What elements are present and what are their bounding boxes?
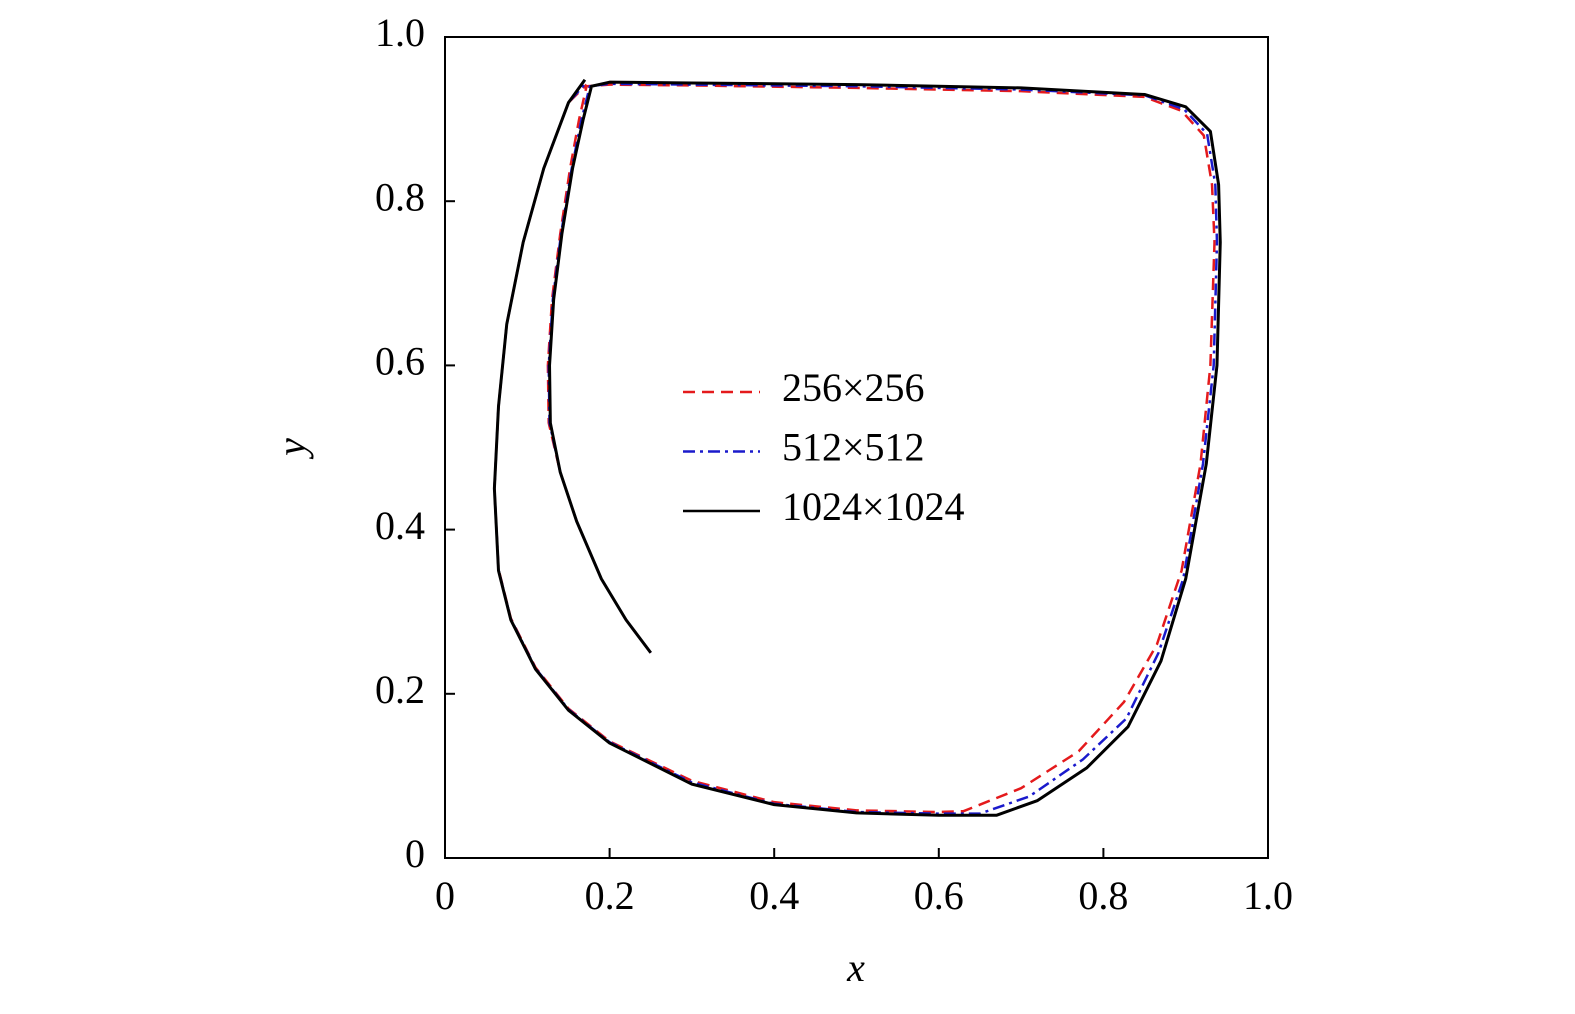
y-axis-label: y [269, 438, 314, 460]
x-axis-label: x [846, 945, 865, 990]
y-tick-label: 0.6 [375, 339, 425, 384]
series-line [492, 78, 1222, 817]
legend-label: 1024×1024 [782, 484, 965, 529]
y-tick-label: 0.4 [375, 503, 425, 548]
y-tick-label: 1.0 [375, 10, 425, 55]
x-tick-label: 0.8 [1078, 873, 1128, 918]
legend-label: 256×256 [782, 365, 925, 410]
x-tick-label: 0.2 [585, 873, 635, 918]
y-tick-label: 0.8 [375, 174, 425, 219]
x-tick-label: 0.4 [749, 873, 799, 918]
series-line [493, 83, 1216, 814]
x-tick-label: 0 [435, 873, 455, 918]
plot-frame [444, 36, 1269, 859]
y-tick-label: 0 [405, 831, 425, 876]
x-tick-label: 0.6 [914, 873, 964, 918]
x-tick-label: 1.0 [1243, 873, 1293, 918]
y-tick-label: 0.2 [375, 667, 425, 712]
legend-label: 512×512 [782, 425, 925, 470]
